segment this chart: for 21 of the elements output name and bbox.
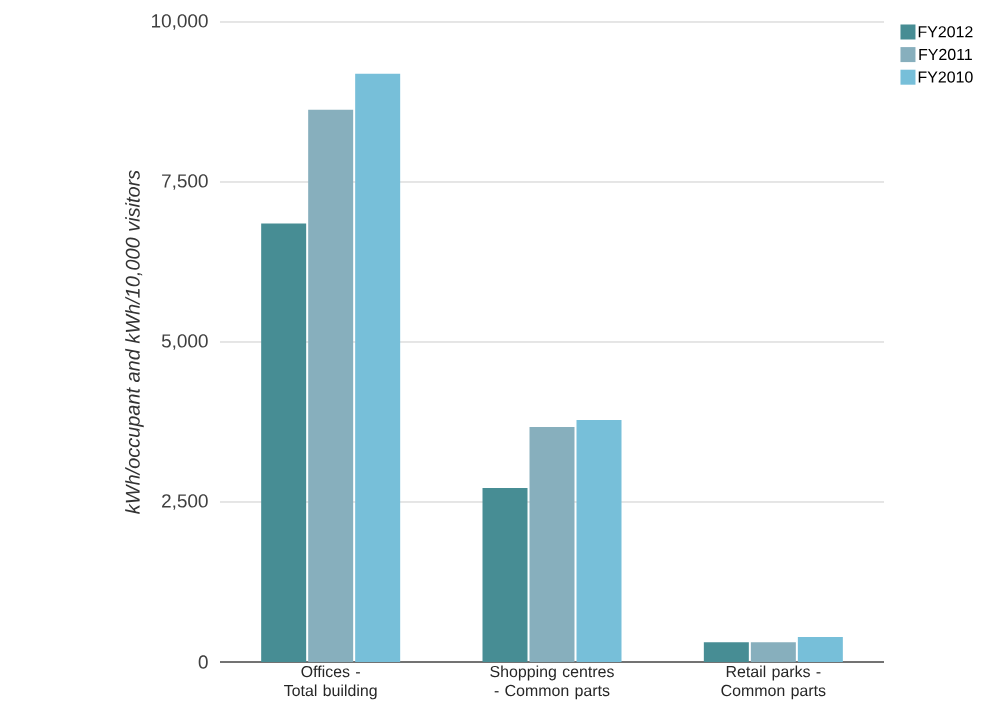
y-axis-title: kWh/occupant and kWh/10,000 visitors bbox=[125, 170, 144, 514]
bar bbox=[529, 427, 575, 662]
y-tick-label: 0 bbox=[198, 655, 208, 669]
y-tick-label: 10,000 bbox=[152, 14, 208, 30]
bar bbox=[308, 109, 354, 662]
bar bbox=[750, 642, 796, 662]
y-tick-label: 2,500 bbox=[162, 494, 208, 510]
x-tick-label: Offices - Total building bbox=[284, 665, 377, 700]
y-tick-label: 7,500 bbox=[162, 174, 208, 190]
legend-label: FY2010 bbox=[918, 71, 973, 83]
bar bbox=[355, 73, 401, 662]
x-tick-label: Retail parks - Common parts bbox=[721, 665, 826, 700]
bar bbox=[576, 420, 622, 662]
y-tick-label: 5,000 bbox=[161, 334, 208, 350]
legend-label: FY2011 bbox=[919, 48, 972, 61]
x-tick-label: Shopping centres - Common parts bbox=[490, 665, 614, 700]
legend-label: FY2012 bbox=[918, 26, 973, 38]
bar bbox=[703, 642, 749, 662]
bar bbox=[797, 637, 843, 662]
bar bbox=[482, 487, 528, 662]
bar bbox=[261, 223, 307, 662]
